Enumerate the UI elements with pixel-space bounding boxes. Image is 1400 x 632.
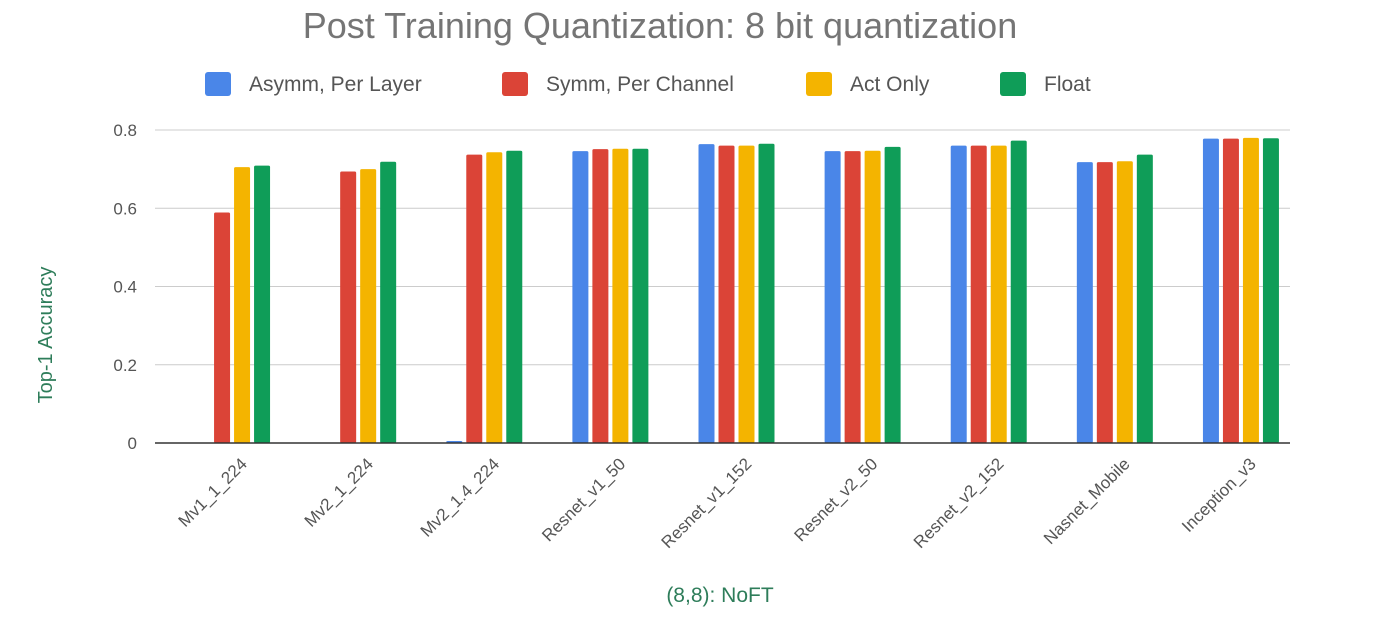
bar xyxy=(1096,162,1113,443)
legend: Asymm, Per Layer Symm, Per Channel Act Onl… xyxy=(205,72,1091,96)
bar xyxy=(466,154,483,443)
bar xyxy=(698,144,715,443)
bar xyxy=(718,145,735,443)
bar xyxy=(632,148,649,443)
bar xyxy=(990,145,1007,443)
bar xyxy=(1262,138,1279,443)
x-tick-label: Inception_v3 xyxy=(1178,454,1260,536)
x-tick-label: Mv1_1_224 xyxy=(175,454,251,530)
bar xyxy=(360,169,377,443)
legend-swatch xyxy=(502,72,528,96)
legend-item: Asymm, Per Layer xyxy=(205,72,422,96)
y-tick-label: 0.8 xyxy=(113,121,137,140)
y-tick-label: 0.4 xyxy=(113,278,137,297)
y-tick-label: 0.2 xyxy=(113,356,137,375)
bar xyxy=(758,143,775,443)
bar xyxy=(824,151,841,443)
legend-label: Symm, Per Channel xyxy=(546,73,734,96)
y-axis-title: Top-1 Accuracy xyxy=(35,267,57,404)
legend-label: Float xyxy=(1044,73,1091,96)
legend-swatch xyxy=(806,72,832,96)
y-tick-label: 0.6 xyxy=(113,199,137,218)
bar xyxy=(1076,162,1093,443)
bar xyxy=(214,212,231,443)
legend-swatch xyxy=(1000,72,1026,96)
bar xyxy=(592,149,609,443)
x-tick-label: Resnet_v1_50 xyxy=(538,454,629,545)
x-axis-title: (8,8): NoFT xyxy=(666,584,774,607)
legend-label: Asymm, Per Layer xyxy=(249,73,422,96)
bar xyxy=(506,150,523,443)
chart-title: Post Training Quantization: 8 bit quanti… xyxy=(303,5,1017,46)
bar xyxy=(486,152,503,443)
x-tick-label: Mv2_1.4_224 xyxy=(417,454,503,540)
bar xyxy=(1222,138,1239,444)
bar xyxy=(1136,154,1153,443)
y-axis-ticks: 0 0.2 0.4 0.6 0.8 xyxy=(113,121,137,453)
x-tick-label: Mv2_1_224 xyxy=(301,454,377,530)
bar xyxy=(572,151,589,443)
bar xyxy=(970,145,987,443)
bar xyxy=(738,145,755,443)
bar xyxy=(1202,138,1219,444)
bar xyxy=(884,146,901,444)
bar xyxy=(234,167,251,443)
bar xyxy=(844,151,861,443)
bar xyxy=(340,171,357,443)
legend-item: Act Only xyxy=(806,72,930,96)
x-tick-label: Nasnet_Mobile xyxy=(1040,454,1134,548)
legend-label: Act Only xyxy=(850,73,930,96)
bar xyxy=(1116,161,1133,444)
y-tick-label: 0 xyxy=(128,434,137,453)
bar xyxy=(1242,137,1259,443)
bar xyxy=(950,145,967,443)
x-tick-label: Resnet_v2_152 xyxy=(910,454,1008,552)
legend-swatch xyxy=(205,72,231,96)
bar xyxy=(864,150,881,443)
bars xyxy=(155,137,1290,444)
bar xyxy=(254,165,271,443)
bar xyxy=(1010,140,1027,443)
x-tick-label: Resnet_v1_152 xyxy=(658,454,756,552)
legend-item: Float xyxy=(1000,72,1091,96)
x-axis-ticks: Mv1_1_224 Mv2_1_224 Mv2_1.4_224 Resnet_v1_5… xyxy=(175,454,1260,552)
legend-item: Symm, Per Channel xyxy=(502,72,734,96)
x-tick-label: Resnet_v2_50 xyxy=(790,454,881,545)
bar xyxy=(612,148,629,443)
bar xyxy=(380,161,397,443)
